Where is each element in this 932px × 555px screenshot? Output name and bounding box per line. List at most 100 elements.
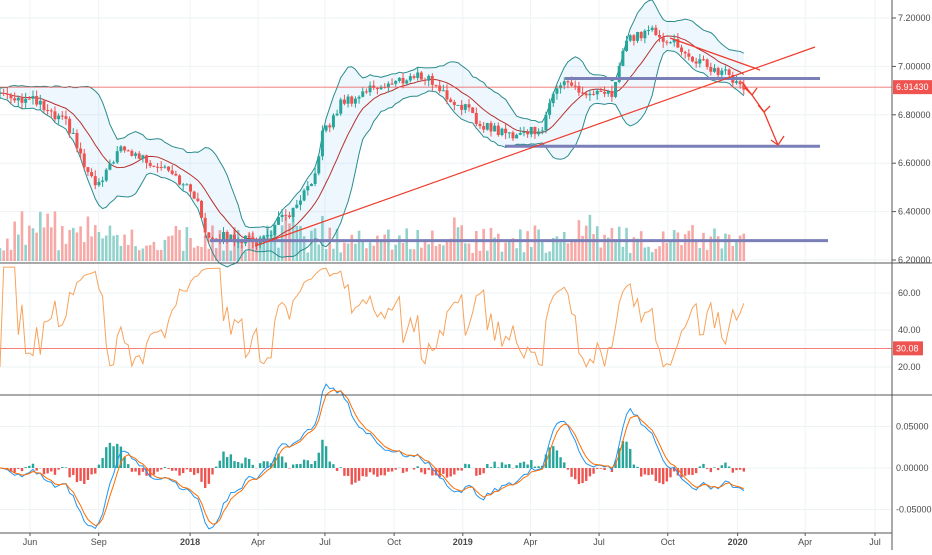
time-tick-label: Jul — [869, 537, 881, 547]
macd-histogram-bar — [556, 450, 558, 468]
candle-body — [625, 41, 628, 51]
candle-body — [306, 186, 309, 190]
volume-bar — [629, 253, 632, 261]
volume-bar — [622, 247, 625, 261]
candle-body — [174, 174, 177, 176]
candle-body — [277, 217, 280, 225]
candle-body — [266, 235, 269, 236]
macd-histogram-bar — [570, 468, 572, 477]
candle-body — [515, 135, 518, 139]
candle-body — [101, 181, 104, 182]
candle-body — [273, 225, 276, 235]
macd-histogram-bar — [303, 460, 305, 468]
candle-body — [6, 94, 9, 95]
time-tick-label: Oct — [661, 537, 676, 547]
volume-bar — [153, 242, 156, 261]
volume-bar — [647, 247, 650, 261]
macd-histogram-bar — [307, 460, 309, 468]
candle-body — [112, 162, 115, 163]
macd-histogram-bar — [724, 463, 726, 468]
volume-bar — [17, 235, 20, 261]
macd-histogram-bar — [57, 468, 59, 470]
volume-bar — [109, 226, 112, 261]
volume-bar — [600, 248, 603, 261]
time-tick-label: Sep — [91, 537, 107, 547]
macd-histogram-bar — [226, 457, 228, 468]
candle-body — [336, 114, 339, 116]
macd-histogram-bar — [416, 466, 418, 468]
macd-histogram-bar — [376, 468, 378, 477]
volume-bar — [21, 211, 24, 261]
candle-body — [621, 51, 624, 66]
macd-histogram-bar — [178, 468, 180, 476]
candle-body — [200, 201, 203, 218]
macd-histogram-bar — [197, 468, 199, 473]
volume-bar — [732, 246, 735, 261]
candle-body — [189, 184, 192, 191]
volume-bar — [431, 231, 434, 261]
candle-body — [504, 129, 507, 133]
macd-histogram-bar — [182, 468, 184, 473]
candle-body — [424, 80, 427, 81]
macd-histogram-bar — [142, 468, 144, 472]
candle-body — [460, 105, 463, 110]
macd-histogram-bar — [633, 465, 635, 468]
volume-bar — [361, 242, 364, 261]
projection-arrow — [742, 82, 778, 145]
volume-bar — [380, 239, 383, 261]
macd-histogram-bar — [230, 454, 232, 468]
candle-body — [108, 163, 111, 169]
candle-body — [607, 91, 610, 94]
candle-body — [614, 82, 617, 97]
volume-bar — [589, 215, 592, 261]
volume-bar — [387, 230, 390, 261]
volume-bar — [138, 250, 141, 261]
candle-body — [39, 101, 42, 105]
macd-histogram-bar — [402, 468, 404, 473]
volume-bar — [105, 236, 108, 261]
macd-histogram-bar — [713, 467, 715, 468]
macd-histogram-bar — [211, 468, 213, 474]
macd-histogram-bar — [109, 443, 111, 468]
volume-bar — [446, 240, 449, 261]
candle-body — [647, 30, 650, 31]
candle-body — [152, 166, 155, 167]
candle-body — [358, 97, 361, 99]
candle-body — [83, 153, 86, 167]
macd-histogram-bar — [76, 468, 78, 482]
macd-histogram-bar — [72, 468, 74, 475]
candle-body — [332, 115, 335, 127]
macd-histogram-bar — [691, 468, 693, 475]
volume-bar — [658, 246, 661, 261]
volume-bar — [325, 249, 328, 261]
candle-body — [522, 132, 525, 133]
macd-histogram-bar — [127, 464, 129, 468]
volume-bar — [699, 248, 702, 261]
oscillator-line — [0, 267, 744, 367]
macd-histogram-bar — [585, 468, 587, 481]
candle-body — [629, 35, 632, 40]
macd-histogram-bar — [90, 468, 92, 474]
oscillator-tick-label: 20.00 — [898, 362, 921, 372]
candle-body — [343, 100, 346, 104]
candle-body — [182, 184, 185, 185]
macd-histogram-bar — [636, 467, 638, 468]
candle-body — [669, 42, 672, 43]
candle-body — [599, 91, 602, 92]
volume-bar — [644, 248, 647, 261]
candle-body — [402, 78, 405, 84]
volume-bar — [490, 228, 493, 261]
macd-histogram-bar — [384, 468, 386, 475]
macd-histogram-bar — [420, 468, 422, 472]
volume-bar — [482, 229, 485, 261]
volume-bar — [464, 243, 467, 261]
volume-bar — [662, 231, 665, 261]
candle-body — [574, 86, 577, 87]
candle-body — [46, 110, 49, 111]
macd-histogram-bar — [640, 468, 642, 477]
macd-histogram-bar — [449, 468, 451, 476]
volume-bar — [515, 248, 518, 261]
volume-bar — [504, 243, 507, 261]
volume-bar — [178, 230, 181, 261]
